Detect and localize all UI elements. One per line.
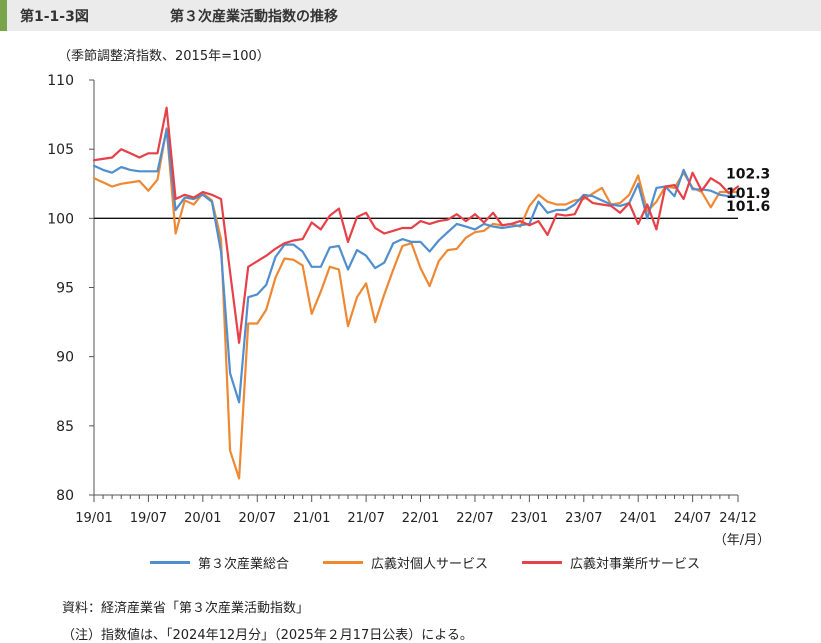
x-tick-label: 19/01	[75, 511, 112, 526]
footnote: （注）指数値は、「2024年12月分」（2025年２月17日公表）による。	[62, 628, 473, 643]
chart-subtitle: （季節調整済指数、2015年=100）	[58, 49, 270, 64]
legend-swatch-business	[522, 560, 563, 564]
x-tick-label: 21/01	[293, 511, 330, 526]
end-value-label: 102.3	[726, 167, 770, 183]
y-tick-label: 90	[56, 350, 74, 366]
source-note: 資料：経済産業省「第３次産業活動指数」	[62, 601, 310, 616]
x-tick-label: 21/07	[347, 511, 384, 526]
figure-header: 第1-1-3図 第３次産業活動指数の推移	[0, 0, 821, 31]
legend-item-business: 広義対事業所サービス	[522, 553, 700, 572]
series-line-1	[92, 127, 740, 480]
x-tick-label: 20/07	[239, 511, 276, 526]
header-accent-bar	[0, 0, 7, 31]
x-tick-label: 24/12	[719, 511, 756, 526]
legend-item-personal: 広義対個人サービス	[323, 553, 488, 572]
legend-label-business: 広義対事業所サービス	[570, 556, 701, 572]
legend-label-personal: 広義対個人サービス	[371, 556, 489, 572]
legend-item-total: 第３次産業総合	[150, 553, 289, 572]
y-tick-label: 105	[47, 142, 74, 158]
legend-swatch-total	[150, 560, 190, 564]
y-tick-label: 80	[56, 488, 74, 504]
y-tick-label: 110	[47, 73, 74, 89]
x-tick-label: 24/07	[674, 511, 711, 526]
y-tick-label: 100	[47, 211, 74, 227]
end-value-label: 101.6	[726, 199, 770, 215]
legend-label-total: 第３次産業総合	[198, 556, 290, 572]
legend-swatch-personal	[323, 560, 364, 564]
x-tick-label: 23/07	[565, 511, 602, 526]
x-tick-label: 20/01	[184, 511, 221, 526]
y-tick-label: 95	[56, 281, 74, 297]
series-line-2	[92, 106, 740, 344]
x-tick-label: 19/07	[130, 511, 167, 526]
chart-legend: 第３次産業総合 広義対個人サービス 広義対事業所サービス	[150, 552, 734, 572]
x-tick-label: 24/01	[619, 511, 656, 526]
y-tick-label: 85	[56, 419, 74, 435]
x-tick-label: 23/01	[511, 511, 548, 526]
figure-number: 第1-1-3図	[20, 9, 89, 25]
x-axis-unit-label: （年/月）	[714, 533, 770, 548]
series-line-0	[92, 128, 740, 404]
x-tick-label: 22/07	[456, 511, 493, 526]
x-tick-label: 22/01	[402, 511, 439, 526]
end-value-label: 101.9	[726, 186, 770, 202]
figure-title: 第３次産業活動指数の推移	[170, 9, 338, 25]
